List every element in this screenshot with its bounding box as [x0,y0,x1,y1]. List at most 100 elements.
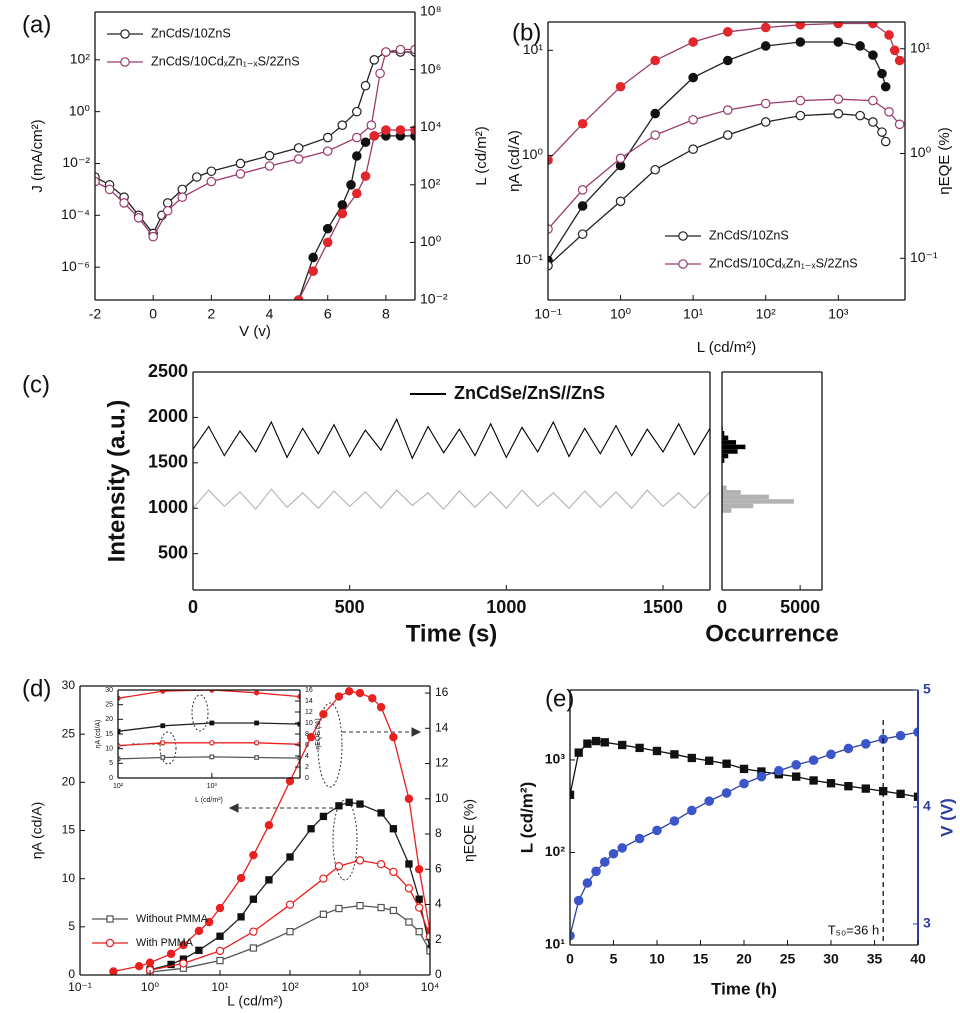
marker [773,765,784,776]
marker [346,180,356,190]
marker [381,47,391,57]
marker [600,738,609,747]
x-axis-label: Occurrence [705,620,838,647]
histogram-bar [722,490,741,495]
guide-ellipse [317,702,343,788]
marker [337,208,348,219]
marker [795,37,806,47]
marker [322,237,333,248]
marker [395,44,406,55]
marker [322,132,333,143]
marker [355,688,365,698]
y-tick-label: 10⁻² [62,154,90,170]
marker [249,927,258,936]
marker [118,728,121,734]
x-axis-label: Time (s) [406,620,498,647]
x-tick-label: 20 [736,950,752,966]
y-tick-label: 20 [105,716,113,723]
legend-label: With PMMA [136,937,194,949]
arrow-head [411,727,422,737]
legend-label: ZnCdS/10CdₓZn₁₋ₓS/2ZnS [151,54,300,68]
marker [235,168,246,179]
marker [415,895,423,903]
marker [688,114,698,125]
marker [791,760,801,770]
marker [160,723,166,729]
x-tick-label: 10² [756,305,777,321]
marker [404,794,414,803]
marker [335,904,343,913]
x-tick-label: 10³ [351,980,368,994]
marker [688,72,698,83]
marker [650,55,661,66]
arrow-head [228,803,239,813]
marker [843,743,854,754]
marker [307,825,315,833]
y2-tick-label: 10⁶ [420,60,441,76]
marker [216,932,224,940]
marker [366,120,377,131]
marker [792,772,801,781]
panel-label: (b) [512,19,541,46]
marker [381,125,391,135]
marker [352,151,362,161]
marker [206,176,217,187]
marker [206,166,217,177]
marker [120,29,130,39]
marker [795,22,806,30]
y2-tick-label: 6 [435,861,442,875]
x-tick-label: 5 [610,950,618,966]
marker [345,798,353,806]
y2-tick-label: 2 [305,764,309,771]
marker [760,22,771,33]
marker [868,50,878,60]
marker [678,231,688,241]
y-tick-label: 0 [109,775,113,782]
marker [415,927,423,936]
marker [795,95,806,106]
marker [570,790,575,799]
marker [895,730,906,741]
y-tick-label: 0 [68,967,75,981]
marker [591,866,601,877]
panel-label: (a) [22,11,51,38]
marker [650,108,661,119]
marker [264,821,274,830]
y2-tick-label: 16 [435,685,449,699]
legend-label: ZnCdS/10ZnS [709,228,789,242]
x-tick-label: 1000 [486,597,526,617]
guide-ellipse [159,731,177,765]
marker [104,184,115,195]
y2-tick-label: 4 [923,798,931,814]
marker [179,959,188,968]
y2-tick-label: 8 [305,731,309,738]
marker [548,224,553,234]
x-tick-label: -2 [89,305,102,321]
marker [687,753,696,763]
marker [548,260,553,271]
histogram-bar [722,458,725,463]
marker [285,900,295,909]
marker [760,117,771,127]
marker [209,740,215,746]
y-tick-label: 10⁻¹ [515,251,543,267]
marker [809,776,818,785]
marker [722,130,733,140]
marker [634,833,645,844]
y-tick-label: 2000 [148,406,188,426]
marker [704,796,714,806]
marker [894,55,905,66]
x-tick-label: 25 [780,950,796,966]
marker [264,150,275,161]
marker [264,161,275,171]
y-tick-label: 10⁻⁴ [61,206,90,222]
marker [356,800,364,808]
plot-area [118,690,300,762]
marker [844,782,853,791]
x-axis-label: Time (h) [711,979,777,998]
marker [808,755,819,765]
marker [375,68,385,79]
series-line [118,756,300,760]
marker [355,856,365,865]
y2-tick-label: 10 [305,720,313,727]
